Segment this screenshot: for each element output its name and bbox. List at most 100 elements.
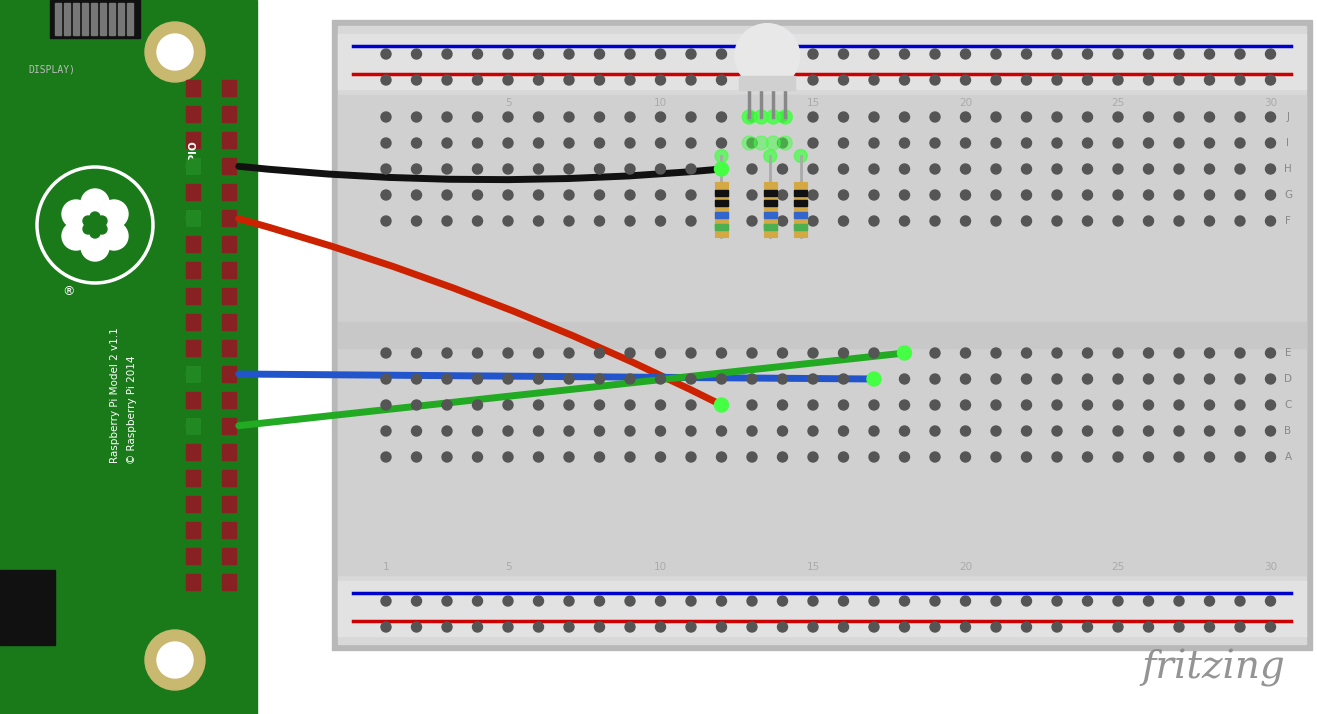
Circle shape (990, 374, 1001, 384)
Circle shape (1205, 75, 1214, 85)
Circle shape (1052, 112, 1062, 122)
Circle shape (1266, 164, 1275, 174)
Bar (223, 340, 236, 356)
Circle shape (1113, 49, 1123, 59)
Circle shape (960, 164, 971, 174)
Circle shape (766, 110, 780, 124)
Circle shape (715, 149, 728, 163)
Circle shape (809, 596, 818, 606)
Circle shape (930, 622, 940, 632)
Circle shape (626, 426, 635, 436)
Circle shape (1266, 622, 1275, 632)
Circle shape (930, 138, 940, 148)
Circle shape (90, 212, 100, 222)
Circle shape (990, 49, 1001, 59)
Circle shape (686, 452, 695, 462)
Circle shape (686, 426, 695, 436)
Circle shape (686, 596, 695, 606)
Text: D: D (1284, 374, 1292, 384)
Circle shape (1235, 622, 1245, 632)
Circle shape (1266, 138, 1275, 148)
Circle shape (83, 216, 94, 226)
Circle shape (990, 138, 1001, 148)
Circle shape (594, 164, 605, 174)
Circle shape (473, 49, 482, 59)
Bar (794, 190, 807, 196)
Bar (794, 200, 807, 206)
Circle shape (1113, 374, 1123, 384)
Circle shape (381, 75, 391, 85)
Circle shape (716, 49, 727, 59)
Circle shape (766, 136, 780, 150)
Circle shape (1022, 49, 1031, 59)
Circle shape (1143, 452, 1154, 462)
Circle shape (1052, 426, 1062, 436)
Circle shape (381, 138, 391, 148)
Circle shape (186, 159, 200, 173)
Text: 10: 10 (655, 562, 668, 572)
Circle shape (411, 374, 421, 384)
Bar (715, 224, 728, 230)
Circle shape (1022, 452, 1031, 462)
Circle shape (1205, 596, 1214, 606)
Bar (186, 314, 200, 330)
Circle shape (755, 136, 768, 150)
Circle shape (626, 348, 635, 358)
Circle shape (794, 220, 807, 233)
Circle shape (809, 49, 818, 59)
Circle shape (594, 75, 605, 85)
Circle shape (960, 374, 971, 384)
Circle shape (716, 164, 727, 174)
Circle shape (747, 216, 757, 226)
Circle shape (839, 164, 848, 174)
Circle shape (381, 374, 391, 384)
Text: B: B (1284, 426, 1292, 436)
Text: 15: 15 (806, 562, 819, 572)
Bar (764, 190, 777, 196)
Circle shape (1266, 348, 1275, 358)
Circle shape (656, 622, 665, 632)
Circle shape (533, 348, 544, 358)
Circle shape (411, 452, 421, 462)
Text: Raspberry Pi Model 2 v1.1: Raspberry Pi Model 2 v1.1 (111, 327, 120, 463)
Circle shape (869, 138, 878, 148)
Bar (764, 200, 777, 206)
Circle shape (503, 452, 514, 462)
Circle shape (1143, 138, 1154, 148)
Bar (186, 106, 200, 122)
Circle shape (503, 190, 514, 200)
Circle shape (656, 348, 665, 358)
Circle shape (930, 216, 940, 226)
Circle shape (1022, 374, 1031, 384)
Circle shape (594, 348, 605, 358)
Circle shape (1143, 596, 1154, 606)
Circle shape (533, 75, 544, 85)
Circle shape (1083, 216, 1093, 226)
Circle shape (1113, 596, 1123, 606)
Circle shape (443, 112, 452, 122)
Circle shape (533, 400, 544, 410)
Circle shape (533, 164, 544, 174)
Circle shape (869, 190, 878, 200)
Circle shape (1113, 348, 1123, 358)
Circle shape (1022, 164, 1031, 174)
Circle shape (411, 112, 421, 122)
Circle shape (930, 426, 940, 436)
Circle shape (656, 112, 665, 122)
Circle shape (656, 374, 665, 384)
Circle shape (1173, 348, 1184, 358)
Circle shape (443, 374, 452, 384)
Circle shape (1113, 216, 1123, 226)
Circle shape (1052, 138, 1062, 148)
Text: H: H (1284, 164, 1292, 174)
Circle shape (778, 136, 793, 150)
Circle shape (1173, 452, 1184, 462)
Circle shape (1235, 348, 1245, 358)
Circle shape (990, 216, 1001, 226)
Bar (186, 574, 200, 590)
Circle shape (1022, 216, 1031, 226)
Circle shape (381, 112, 391, 122)
Circle shape (1266, 49, 1275, 59)
Circle shape (626, 374, 635, 384)
Circle shape (900, 596, 910, 606)
